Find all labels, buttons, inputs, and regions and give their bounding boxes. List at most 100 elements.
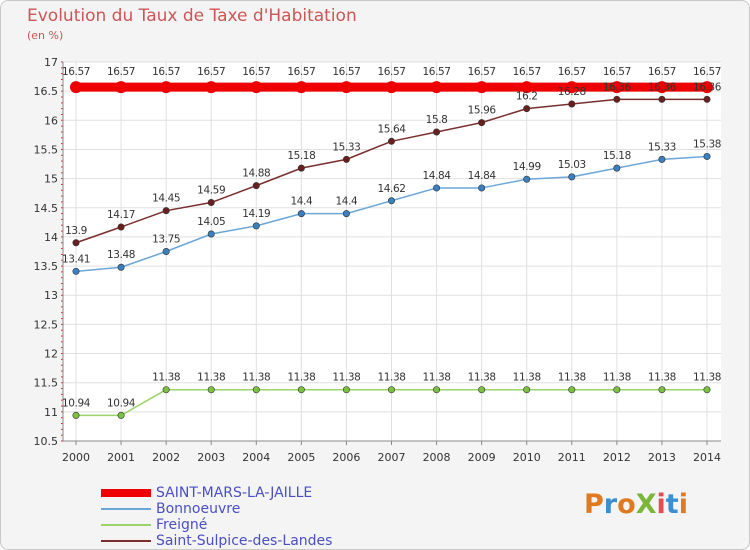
data-label: 10.94 (62, 397, 91, 409)
data-label: 16.57 (332, 66, 360, 78)
data-label: 11.38 (152, 372, 180, 384)
data-label: 11.38 (468, 372, 496, 384)
y-tick-label: 13 (44, 289, 58, 302)
data-point (72, 267, 80, 275)
data-label: 16.57 (648, 66, 676, 78)
data-label: 13.75 (152, 234, 180, 246)
x-tick-label: 2007 (378, 451, 406, 464)
x-tick-label: 2010 (513, 451, 541, 464)
data-label: 14.19 (242, 208, 270, 220)
y-tick-label: 15 (44, 173, 58, 186)
y-tick-label: 17 (44, 56, 58, 69)
data-label: 14.88 (242, 168, 270, 180)
data-point (478, 184, 486, 192)
data-label: 11.38 (558, 372, 586, 384)
legend-swatch (101, 540, 151, 542)
data-point (162, 386, 170, 394)
logo-letter: o (617, 489, 636, 520)
data-label: 14.84 (468, 170, 497, 182)
data-point (207, 386, 215, 394)
legend-swatch (101, 508, 151, 510)
legend-label: Bonnoeuvre (156, 501, 241, 517)
data-label: 15.33 (332, 141, 360, 153)
x-tick-label: 2008 (423, 451, 451, 464)
data-label: 16.57 (62, 66, 90, 78)
y-tick-label: 16.5 (34, 85, 59, 98)
data-label: 16.57 (468, 66, 496, 78)
data-point (568, 100, 576, 108)
data-label: 16.57 (558, 66, 586, 78)
data-label: 16.57 (287, 66, 315, 78)
legend-label: Freigné (156, 517, 208, 533)
data-point (387, 197, 395, 205)
x-tick-label: 2013 (648, 451, 676, 464)
legend-swatch (101, 489, 151, 497)
data-label: 11.38 (287, 372, 315, 384)
data-label: 11.38 (377, 372, 405, 384)
data-point (703, 95, 711, 103)
data-point (70, 81, 82, 94)
chart-subtitle: (en %) (27, 29, 64, 42)
logo-letter: P (584, 489, 604, 520)
data-point (342, 386, 350, 394)
data-point (297, 386, 305, 394)
data-point (387, 386, 395, 394)
logo-letter: r (603, 489, 618, 520)
x-tick-label: 2000 (62, 451, 90, 464)
data-point (297, 164, 305, 172)
data-label: 14.84 (423, 170, 452, 182)
data-label: 14.4 (336, 196, 358, 208)
x-tick-label: 2014 (693, 451, 721, 464)
data-point (658, 95, 666, 103)
proxiti-logo: ProXiti (584, 489, 688, 520)
data-label: 13.9 (65, 225, 87, 237)
data-label: 11.38 (513, 372, 541, 384)
data-point (433, 128, 441, 136)
data-label: 16.57 (513, 66, 541, 78)
data-point (297, 210, 305, 218)
data-label: 14.99 (513, 161, 541, 173)
data-point (433, 184, 441, 192)
data-label: 15.8 (426, 114, 448, 126)
data-point (160, 81, 173, 94)
line-chart: 10.5 11 11.5 12 12.5 13 13.5 14 14.5 15 15.5 16 16.5… (34, 56, 723, 464)
logo-letter: t (665, 489, 679, 520)
data-point (655, 81, 668, 94)
data-point (430, 81, 443, 94)
x-tick-label: 2001 (107, 451, 135, 464)
x-tick-label: 2003 (197, 451, 225, 464)
data-label: 16.36 (603, 81, 632, 93)
data-label: 11.38 (332, 372, 360, 384)
data-point (295, 81, 308, 94)
legend-label: Saint-Sulpice-des-Landes (156, 533, 333, 549)
data-point (613, 95, 621, 103)
data-label: 10.94 (107, 397, 136, 409)
data-label: 14.4 (290, 196, 312, 208)
y-tick-label: 15.5 (34, 143, 59, 156)
data-point (252, 386, 260, 394)
x-tick-label: 2011 (558, 451, 586, 464)
data-label: 15.38 (693, 138, 721, 150)
data-label: 11.38 (197, 372, 225, 384)
data-point (117, 263, 125, 271)
data-label: 14.05 (197, 216, 225, 228)
data-point (72, 239, 80, 247)
data-point (523, 105, 531, 113)
y-tick-label: 10.5 (34, 435, 59, 448)
data-label: 15.18 (603, 150, 631, 162)
data-point (610, 81, 623, 94)
data-point (162, 248, 170, 256)
data-point (252, 222, 260, 230)
data-point (342, 210, 350, 218)
chart-title: Evolution du Taux de Taxe d'Habitation (27, 6, 357, 26)
data-label: 16.57 (603, 66, 631, 78)
data-label: 16.57 (152, 66, 180, 78)
data-point (703, 386, 711, 394)
data-point (433, 386, 441, 394)
data-label: 16.28 (558, 86, 586, 98)
x-tick-label: 2006 (332, 451, 360, 464)
data-label: 16.57 (377, 66, 405, 78)
data-point (117, 223, 125, 231)
data-point (72, 411, 80, 419)
